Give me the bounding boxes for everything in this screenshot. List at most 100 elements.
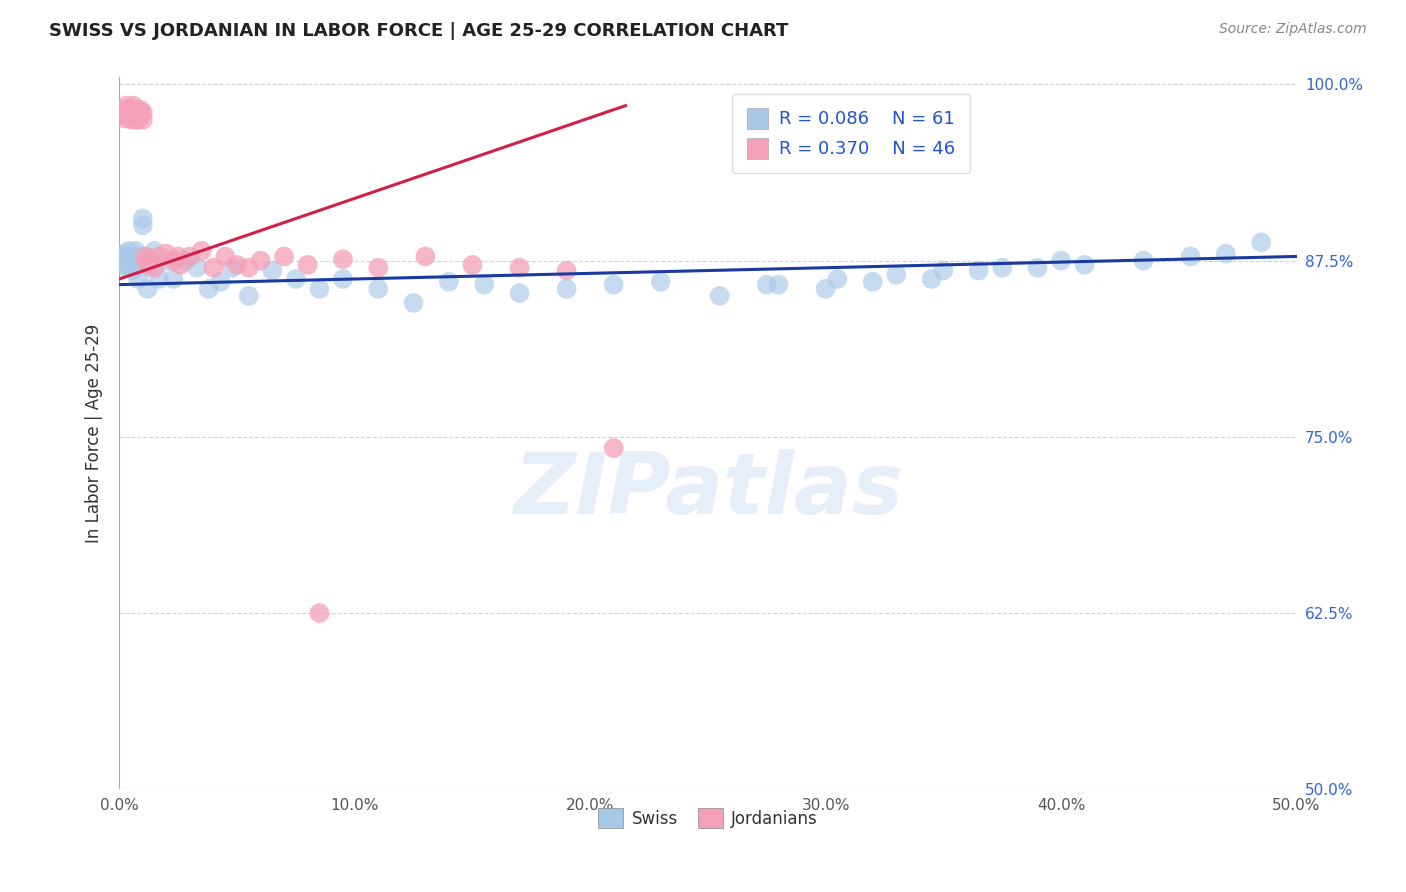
Point <box>143 260 166 275</box>
Point <box>509 286 531 301</box>
Point <box>111 103 134 117</box>
Point <box>555 263 578 277</box>
Point <box>120 103 142 117</box>
Point <box>112 258 135 272</box>
Point <box>932 263 955 277</box>
Point <box>125 108 148 122</box>
Point <box>127 105 149 120</box>
Point <box>709 289 731 303</box>
Point <box>132 211 155 226</box>
Point <box>155 253 177 268</box>
Point <box>967 263 990 277</box>
Point <box>1132 253 1154 268</box>
Point <box>332 272 354 286</box>
Text: SWISS VS JORDANIAN IN LABOR FORCE | AGE 25-29 CORRELATION CHART: SWISS VS JORDANIAN IN LABOR FORCE | AGE … <box>49 22 789 40</box>
Point <box>472 277 495 292</box>
Point <box>402 296 425 310</box>
Point <box>755 277 778 292</box>
Point <box>190 244 212 258</box>
Point <box>202 260 225 275</box>
Point <box>120 260 142 275</box>
Point <box>112 246 135 260</box>
Point <box>132 219 155 233</box>
Point <box>179 249 201 263</box>
Point <box>148 272 170 286</box>
Point <box>603 441 626 455</box>
Point <box>262 263 284 277</box>
Point <box>367 260 389 275</box>
Point <box>186 260 208 275</box>
Point <box>136 282 159 296</box>
Y-axis label: In Labor Force | Age 25-29: In Labor Force | Age 25-29 <box>86 324 103 543</box>
Point <box>111 252 134 267</box>
Point <box>134 249 156 263</box>
Point <box>162 253 184 268</box>
Point <box>814 282 837 296</box>
Point <box>122 98 145 112</box>
Point <box>768 277 790 292</box>
Point <box>122 263 145 277</box>
Point <box>221 260 243 275</box>
Point <box>118 253 141 268</box>
Point <box>284 272 307 286</box>
Point <box>1026 260 1049 275</box>
Point <box>120 112 142 127</box>
Point <box>129 108 152 122</box>
Point <box>136 258 159 272</box>
Point <box>169 258 191 272</box>
Point <box>367 282 389 296</box>
Point <box>332 252 354 267</box>
Point <box>308 606 330 620</box>
Point <box>238 260 260 275</box>
Point <box>129 253 152 268</box>
Point <box>132 105 155 120</box>
Point <box>174 253 197 268</box>
Point <box>226 258 249 272</box>
Point <box>167 249 190 263</box>
Point <box>134 249 156 263</box>
Point <box>132 112 155 127</box>
Point <box>308 282 330 296</box>
Point <box>1250 235 1272 250</box>
Point <box>197 282 219 296</box>
Point <box>122 105 145 120</box>
Point <box>115 249 138 263</box>
Point <box>125 112 148 127</box>
Point <box>122 253 145 268</box>
Point <box>209 275 232 289</box>
Point <box>1215 246 1237 260</box>
Point <box>125 260 148 275</box>
Point <box>437 275 460 289</box>
Point <box>118 108 141 122</box>
Point <box>129 103 152 117</box>
Point <box>155 246 177 260</box>
Point <box>118 244 141 258</box>
Point <box>249 253 271 268</box>
Point <box>143 244 166 258</box>
Point <box>127 272 149 286</box>
Point <box>921 272 943 286</box>
Point <box>297 258 319 272</box>
Point <box>509 260 531 275</box>
Text: ZIPatlas: ZIPatlas <box>513 449 903 532</box>
Point <box>115 98 138 112</box>
Point <box>273 249 295 263</box>
Point <box>127 249 149 263</box>
Point <box>112 112 135 126</box>
Legend: Swiss, Jordanians: Swiss, Jordanians <box>592 802 824 834</box>
Point <box>115 103 138 117</box>
Point <box>1050 253 1073 268</box>
Point <box>884 268 907 282</box>
Point <box>148 249 170 263</box>
Point <box>120 249 142 263</box>
Point <box>127 112 149 127</box>
Point <box>650 275 672 289</box>
Point <box>139 252 162 267</box>
Point <box>162 272 184 286</box>
Point <box>555 282 578 296</box>
Point <box>603 277 626 292</box>
Point <box>991 260 1014 275</box>
Point <box>1180 249 1202 263</box>
Point <box>461 258 484 272</box>
Point <box>238 289 260 303</box>
